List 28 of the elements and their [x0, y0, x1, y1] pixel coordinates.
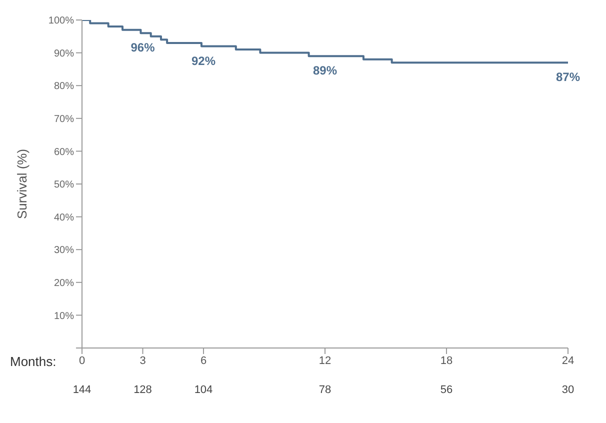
y-tick-label: 20%	[54, 278, 74, 289]
annotation: 87%	[556, 70, 580, 84]
y-axis-title: Survival (%)	[14, 148, 30, 220]
annotation: 89%	[312, 64, 338, 78]
y-tick-label: 10%	[54, 310, 74, 322]
x-tick-label: 3	[140, 354, 146, 367]
x-tick-label: 18	[440, 354, 453, 367]
text: 56	[439, 384, 454, 396]
y-tick-label: 60%	[54, 146, 74, 158]
y-tick-label: 50%	[54, 180, 74, 191]
text: 30	[560, 384, 576, 396]
y-tick-label: 100%	[48, 16, 74, 27]
text: 128	[132, 384, 153, 396]
y-tick-label: 90%	[54, 48, 74, 60]
annotation: 92%	[191, 54, 216, 68]
x-tick-label: 12	[318, 354, 332, 367]
y-tick-label: 70%	[54, 114, 74, 125]
annotation: 96%	[130, 40, 156, 55]
text: 144	[72, 384, 92, 396]
text: 104	[193, 384, 214, 396]
x-tick-label: 0	[78, 354, 86, 367]
x-tick-label: 24	[562, 354, 574, 367]
y-tick-label: 40%	[54, 212, 74, 224]
x-tick-label: 6	[200, 354, 207, 367]
y-tick-label: 80%	[54, 81, 74, 92]
x-axis-title: Months:	[10, 354, 56, 369]
text: 78	[318, 384, 332, 396]
y-tick-label: 30%	[54, 245, 74, 256]
